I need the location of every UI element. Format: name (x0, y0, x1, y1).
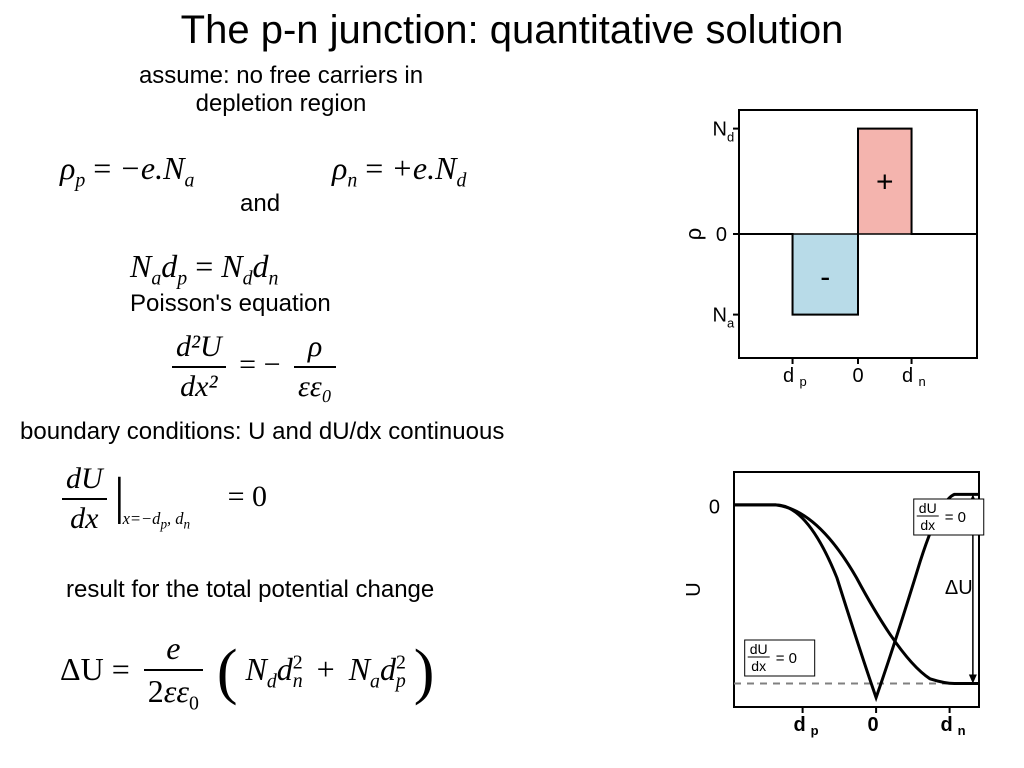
svg-text:dU: dU (919, 500, 937, 516)
svg-text:+: + (876, 165, 894, 198)
svg-text:N: N (713, 305, 727, 327)
boundary-conditions-text: boundary conditions: U and dU/dx continu… (20, 418, 504, 446)
sub-d: d (456, 169, 466, 191)
svg-text:n: n (919, 374, 926, 389)
rho: ρ (332, 150, 347, 186)
eq-poisson: d²U dx² = − ρ εε₀ (172, 330, 336, 404)
sub-a: a (184, 169, 194, 191)
svg-text:ρ: ρ (684, 228, 706, 241)
svg-text:d: d (783, 365, 794, 387)
svg-text:d: d (902, 365, 913, 387)
svg-text:d: d (793, 714, 805, 736)
svg-text:-: - (820, 260, 830, 293)
eq-rho-n: ρn = +e.Nd (332, 150, 466, 192)
svg-text:0: 0 (852, 365, 863, 387)
charge-density-chart: -+ρNd0Nadp0dn (684, 98, 994, 396)
svg-text:p: p (811, 723, 819, 738)
and-text: and (240, 190, 280, 218)
eq-neutrality: Nadp = Nddn (130, 248, 278, 290)
poisson-label: Poisson's equation (130, 290, 331, 318)
svg-text:= 0: = 0 (776, 650, 797, 667)
slide: The p-n junction: quantitative solution … (0, 0, 1024, 768)
page-title: The p-n junction: quantitative solution (0, 8, 1024, 53)
rhs: −e.N (119, 150, 184, 186)
svg-text:U: U (684, 582, 705, 596)
assume-text: assume: no free carriers in depletion re… (106, 62, 456, 117)
eq-rho-p: ρp = −e.Na (60, 150, 194, 192)
sub-n: n (347, 169, 357, 191)
svg-text:0: 0 (868, 714, 879, 736)
potential-field-chart: 0Udp0dnΔUdUdx= 0dUdx= 0 (684, 460, 994, 745)
result-text: result for the total potential change (66, 576, 434, 604)
rho: ρ (60, 150, 75, 186)
svg-text:a: a (727, 316, 735, 331)
svg-text:0: 0 (709, 496, 720, 518)
svg-text:n: n (958, 723, 966, 738)
svg-text:dU: dU (750, 641, 768, 657)
eq-delta-u: ΔU = e 2εε0 ( Ndd2n + Nad2p ) (60, 630, 434, 715)
svg-text:dx: dx (920, 517, 935, 533)
svg-text:0: 0 (716, 224, 727, 246)
svg-text:d: d (940, 714, 952, 736)
sub-p: p (75, 169, 85, 191)
svg-text:ΔU: ΔU (945, 577, 973, 599)
svg-text:= 0: = 0 (945, 509, 966, 526)
svg-text:d: d (727, 130, 734, 145)
eq-bc: dU dx |x=−dp, dn = 0 (62, 462, 267, 536)
svg-text:N: N (713, 119, 727, 141)
svg-text:dx: dx (751, 658, 766, 674)
svg-text:p: p (800, 374, 807, 389)
rhs: +e.N (391, 150, 456, 186)
